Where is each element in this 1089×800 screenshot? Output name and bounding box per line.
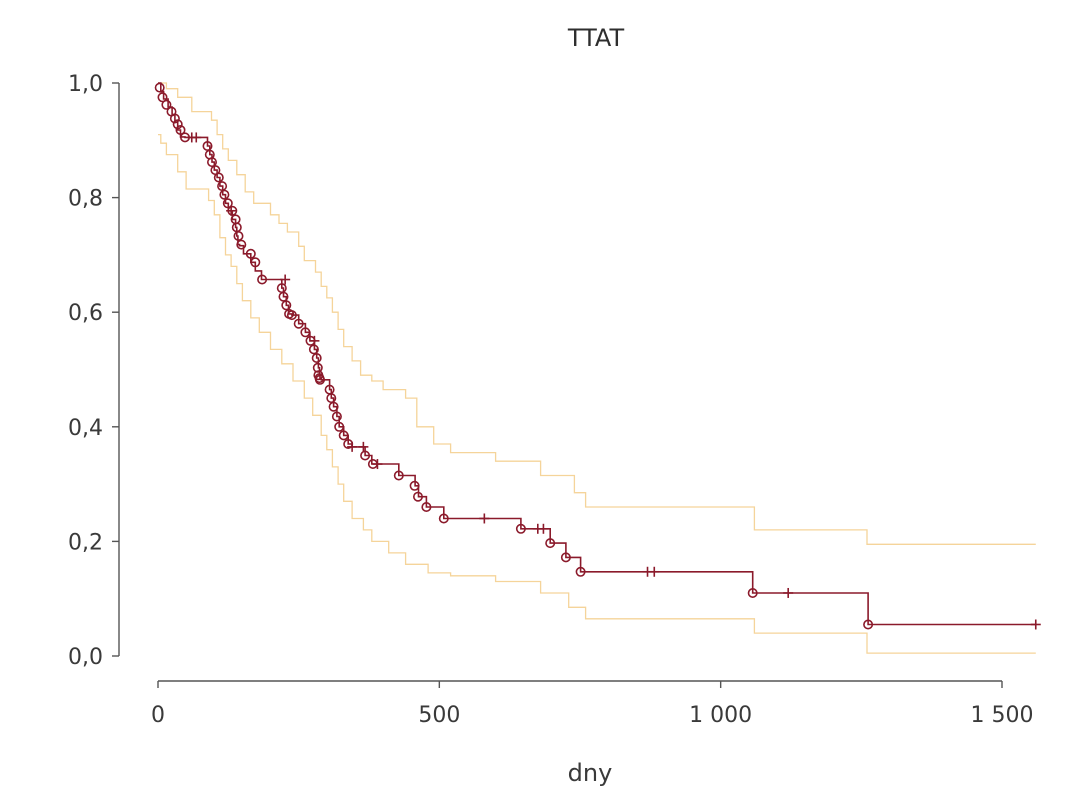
censored-marks: [186, 132, 1041, 630]
event-marker: [154, 82, 165, 93]
event-marker: [343, 438, 354, 449]
event-marker: [175, 125, 186, 136]
y-ticks: 0,0 0,2 0,4 0,6 0,8 1,0: [68, 72, 119, 670]
event-marker: [293, 318, 304, 329]
event-marker: [560, 552, 571, 563]
event-marker: [545, 538, 556, 549]
censored-mark: [280, 274, 291, 285]
x-tick-label: 0: [151, 703, 165, 728]
event-marker: [245, 248, 256, 259]
event-marker: [393, 470, 404, 481]
event-marker: [311, 352, 322, 363]
y-tick-label: 1,0: [68, 72, 103, 97]
censored-mark: [538, 523, 549, 534]
x-tick-label: 1 000: [689, 703, 752, 728]
event-marker: [409, 480, 420, 491]
ci-upper-line: [158, 82, 1036, 545]
event-marker: [286, 310, 297, 321]
event-marker: [257, 274, 268, 285]
censored-mark: [1030, 619, 1041, 630]
event-marker: [236, 239, 247, 250]
event-marker: [515, 523, 526, 534]
y-tick-label: 0,4: [68, 416, 103, 441]
event-marker: [360, 450, 371, 461]
x-tick-label: 500: [418, 703, 460, 728]
event-marker: [157, 92, 168, 103]
confidence-band: [158, 82, 1036, 654]
event-marker: [338, 430, 349, 441]
event-marker: [169, 113, 180, 124]
event-marker: [227, 205, 238, 216]
event-marker: [367, 458, 378, 469]
survival-curve: [158, 82, 1036, 626]
event-marker: [233, 231, 244, 242]
event-marker: [213, 172, 224, 183]
event-marker: [308, 344, 319, 355]
event-marker: [207, 157, 218, 168]
event-marker: [314, 374, 325, 385]
event-marker: [747, 587, 758, 598]
event-marker: [331, 411, 342, 422]
censored-mark: [649, 566, 660, 577]
event-marker: [222, 198, 233, 209]
survival-curve-group: [158, 82, 1036, 626]
y-tick-label: 0,6: [68, 301, 103, 326]
y-tick-label: 0,8: [68, 187, 103, 212]
event-marker: [334, 421, 345, 432]
censored-mark: [191, 132, 202, 143]
event-marker: [412, 491, 423, 502]
event-marker: [161, 99, 172, 110]
event-marker: [250, 257, 261, 268]
x-tick-label: 1 500: [971, 703, 1034, 728]
y-tick-label: 0,0: [68, 645, 103, 670]
event-marker: [219, 189, 230, 200]
event-markers: [154, 82, 874, 630]
event-marker: [438, 513, 449, 524]
censored-mark: [358, 441, 369, 452]
ci-lower-line: [158, 133, 1036, 654]
event-marker: [575, 566, 586, 577]
event-marker: [172, 119, 183, 130]
y-tick-label: 0,2: [68, 530, 103, 555]
event-marker: [300, 327, 311, 338]
event-marker: [281, 300, 292, 311]
axes: [118, 83, 1002, 682]
event-marker: [421, 501, 432, 512]
x-axis-title: dny: [568, 759, 613, 787]
event-marker: [278, 291, 289, 302]
event-marker: [305, 335, 316, 346]
event-marker: [863, 619, 874, 630]
event-marker: [328, 401, 339, 412]
censored-mark: [783, 587, 794, 598]
x-ticks: 0 500 1 000 1 500: [151, 681, 1033, 728]
event-marker: [180, 132, 191, 143]
chart-title: TTAT: [567, 24, 625, 52]
event-marker: [312, 362, 323, 373]
censored-mark: [479, 513, 490, 524]
